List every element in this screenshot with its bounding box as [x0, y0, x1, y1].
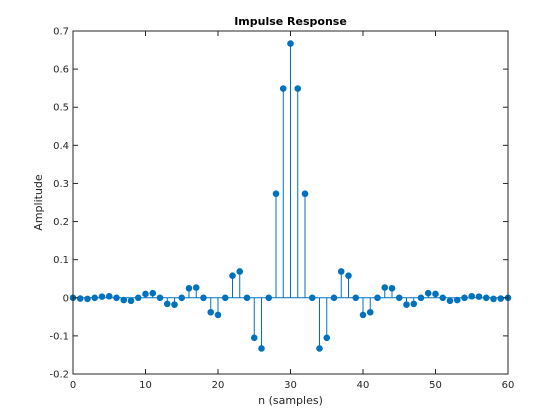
- y-tick-label: 0: [63, 293, 69, 304]
- stem-marker: [337, 268, 345, 275]
- stem-marker: [156, 294, 164, 302]
- y-axis-label: Amplitude: [32, 174, 45, 231]
- x-tick-label: 40: [357, 380, 370, 391]
- stem-marker: [468, 292, 476, 300]
- stem-marker: [453, 296, 461, 304]
- stem-marker: [446, 297, 454, 305]
- stem-marker: [221, 294, 229, 302]
- stem-marker: [243, 294, 251, 302]
- stem-marker: [279, 85, 287, 92]
- stem-marker: [76, 295, 84, 302]
- stem-marker: [308, 294, 316, 302]
- y-tick-label: -0.2: [49, 370, 69, 381]
- x-tick-label: 30: [284, 380, 297, 391]
- ticks-layer: [72, 30, 509, 375]
- stem-marker: [91, 294, 99, 302]
- stem-marker: [113, 294, 120, 302]
- stem-marker: [229, 272, 236, 279]
- stem-marker: [294, 85, 302, 92]
- stem-marker: [236, 268, 244, 275]
- stem-marker: [381, 284, 389, 291]
- y-tick-labels: -0.2 -0.1 0 0.1 0.2 0.3 0.4 0.5 0.6 0.7: [49, 27, 69, 381]
- stem-marker: [200, 294, 207, 302]
- stem-marker: [192, 284, 200, 291]
- stem-marker: [142, 290, 149, 298]
- stem-marker: [352, 294, 360, 302]
- stem-marker: [490, 295, 497, 303]
- stem-marker: [432, 290, 439, 298]
- stem-marker: [323, 334, 331, 342]
- stem-marker: [330, 294, 338, 302]
- stem-marker: [214, 311, 222, 319]
- x-axis-label: n (samples): [258, 394, 323, 407]
- stem-marker: [134, 294, 142, 302]
- stem-marker: [439, 294, 447, 302]
- stem-marker: [424, 289, 432, 297]
- stem-marker: [120, 296, 128, 304]
- stem-marker: [374, 294, 381, 302]
- stem-marker: [475, 293, 483, 300]
- stem-marker: [272, 190, 280, 198]
- y-tick-label: 0.6: [53, 65, 69, 76]
- stem-marker: [417, 294, 425, 302]
- stem-marker: [178, 294, 186, 302]
- stem-marker: [403, 301, 410, 308]
- stem-marker: [98, 293, 106, 300]
- stem-marker: [258, 345, 265, 352]
- stem-marker: [149, 289, 157, 297]
- stem-marker: [366, 308, 374, 316]
- x-tick-label: 60: [502, 380, 515, 391]
- y-tick-label: 0.2: [53, 217, 69, 228]
- y-tick-label: 0.3: [53, 179, 69, 190]
- chart-title: Impulse Response: [234, 15, 347, 28]
- stem-marker: [105, 292, 113, 300]
- stem-marker: [287, 40, 294, 47]
- x-tick-label: 0: [70, 380, 76, 391]
- stem-marker: [250, 334, 258, 342]
- stem-marker: [207, 308, 215, 316]
- stem-marker: [461, 294, 468, 302]
- stem-marker: [185, 284, 193, 292]
- stem-marker: [410, 300, 418, 308]
- y-tick-label: 0.4: [53, 141, 69, 152]
- y-tick-label: 0.1: [53, 255, 69, 266]
- stem-marker: [127, 297, 135, 305]
- stem-marker: [497, 295, 505, 302]
- stem-marker: [171, 301, 178, 308]
- y-tick-label: 0.7: [53, 27, 69, 38]
- markers-layer: [69, 40, 512, 352]
- stem-marker: [345, 272, 352, 279]
- x-tick-label: 20: [212, 380, 225, 391]
- stem-marker: [359, 311, 367, 319]
- stem-marker: [301, 190, 309, 198]
- y-tick-label: 0.5: [53, 103, 69, 114]
- stem-marker: [163, 300, 171, 308]
- x-tick-label: 50: [429, 380, 442, 391]
- stem-marker: [395, 294, 403, 302]
- stem-marker: [84, 295, 91, 303]
- stem-marker: [316, 345, 323, 352]
- stem-marker: [388, 284, 396, 292]
- x-tick-label: 10: [139, 380, 152, 391]
- stem-marker: [482, 294, 490, 302]
- x-tick-labels: 0 10 20 30 40 50 60: [70, 380, 515, 391]
- stem-marker: [265, 294, 273, 302]
- y-tick-label: -0.1: [49, 331, 69, 342]
